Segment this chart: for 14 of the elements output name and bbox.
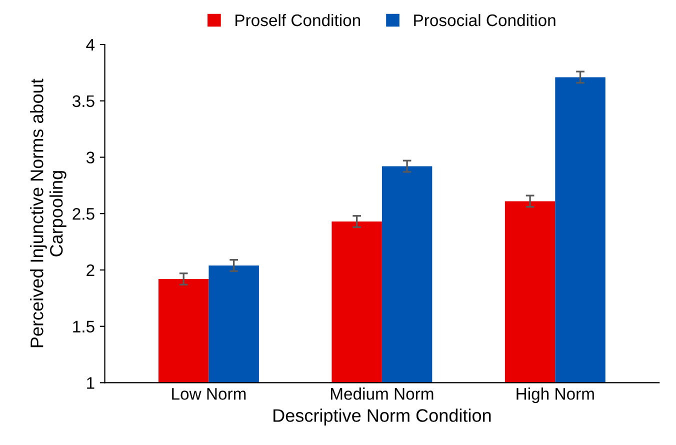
- x-tick-label: High Norm: [516, 388, 594, 404]
- legend-label: Proself Condition: [236, 14, 360, 26]
- y-tick-label: 1: [87, 377, 94, 389]
- y-tick-label: 2.5: [72, 208, 94, 220]
- y-tick-label: 4: [86, 39, 95, 51]
- y-tick-label: 1.5: [73, 320, 94, 333]
- x-axis-title: Descriptive Norm Condition: [274, 408, 491, 426]
- y-tick-label: 3: [86, 152, 94, 164]
- y-tick-label: 2: [86, 264, 94, 276]
- y-tick-label: 3.5: [72, 95, 94, 108]
- x-tick-label: Medium Norm: [330, 388, 434, 400]
- y-axis-title: Perceived Injunctive Norms about Carpooling: [30, 78, 66, 348]
- legend-label: Prosocial Condition: [414, 14, 556, 26]
- x-tick-label: Low Norm: [172, 388, 246, 400]
